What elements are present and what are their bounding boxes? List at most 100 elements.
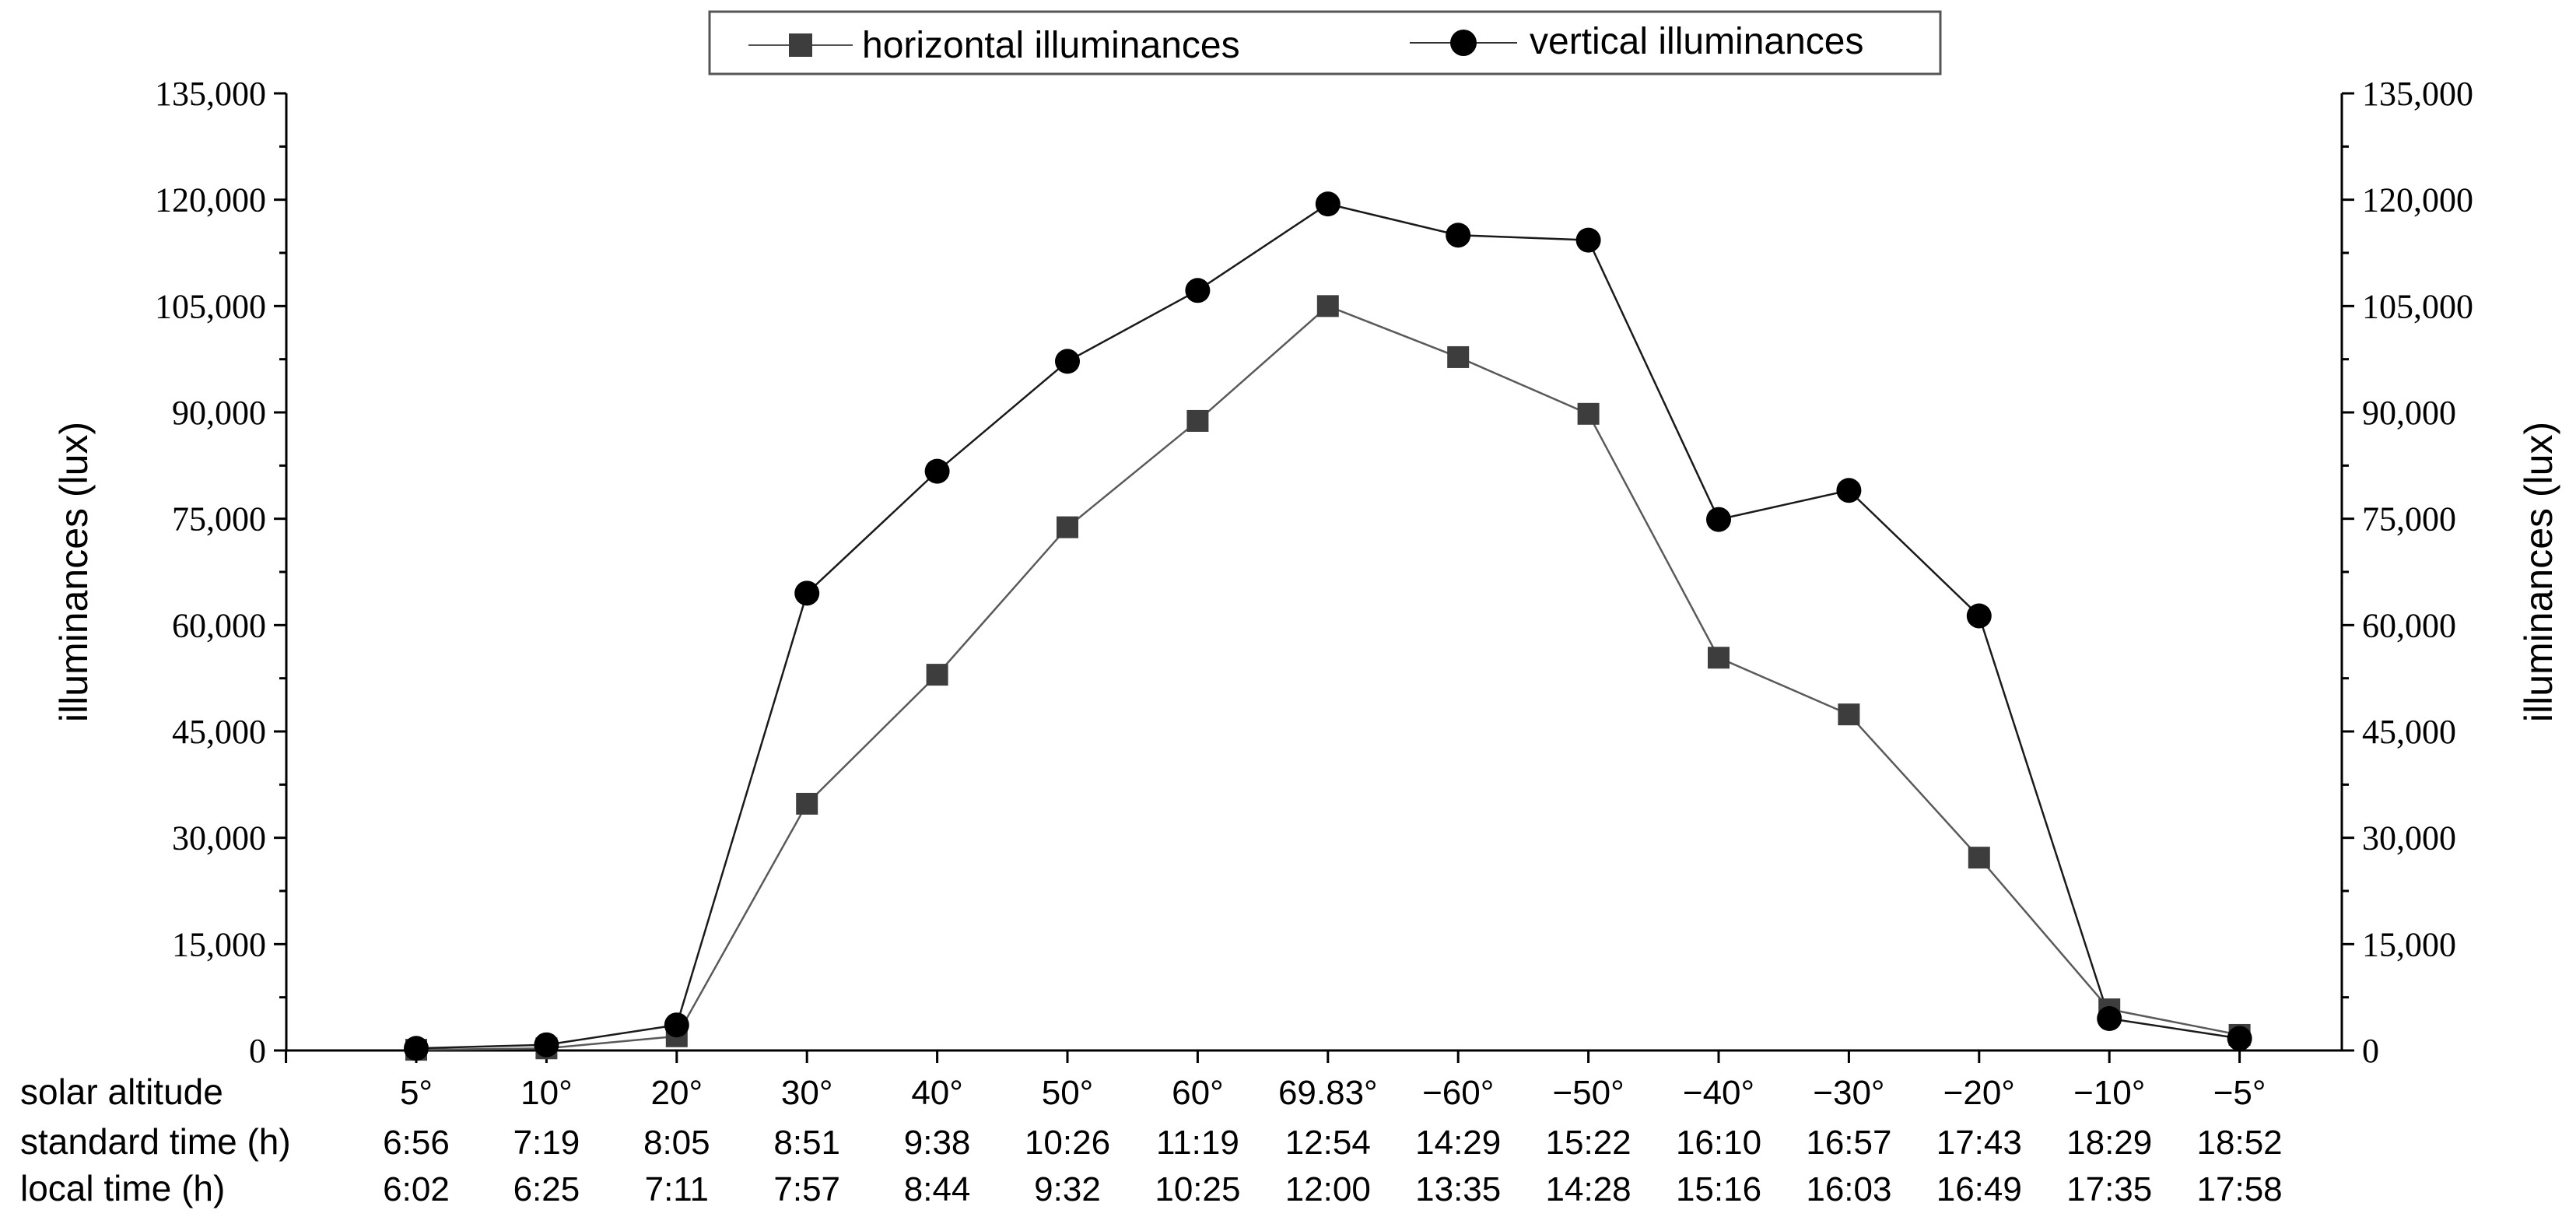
solar-altitude-value: −60° <box>1422 1074 1494 1112</box>
left-y-tick-label: 90,000 <box>172 394 266 432</box>
right-y-tick-label: 120,000 <box>2362 181 2473 219</box>
horizontal-illuminance-point <box>1577 402 1600 425</box>
standard-time-value: 16:57 <box>1806 1124 1891 1162</box>
standard-time-value: 14:29 <box>1415 1124 1501 1162</box>
solar-altitude-value: 20° <box>651 1074 703 1112</box>
right-y-tick-label: 45,000 <box>2362 713 2456 751</box>
right-y-axis-title: illuminances (lux) <box>2517 422 2560 722</box>
vertical-illuminance-point <box>1706 507 1731 532</box>
vertical-illuminance-point <box>534 1032 559 1057</box>
right-y-tick-label: 105,000 <box>2362 287 2473 325</box>
right-y-tick-label: 75,000 <box>2362 500 2456 538</box>
left-y-tick-label: 45,000 <box>172 713 266 751</box>
legend-entry-vertical: vertical illuminances <box>1410 21 1864 62</box>
local-time-value: 16:49 <box>1936 1170 2022 1208</box>
local-time-value: 7:57 <box>773 1170 840 1208</box>
local-time-value: 16:03 <box>1806 1170 1891 1208</box>
vertical-illuminance-point <box>1836 478 1862 503</box>
solar-altitude-value: −30° <box>1813 1074 1884 1112</box>
standard-time-value: 18:52 <box>2197 1124 2283 1162</box>
local-time-value: 6:02 <box>383 1170 450 1208</box>
vertical-illuminance-point <box>2227 1026 2252 1051</box>
standard-time-value: 8:05 <box>643 1124 710 1162</box>
horizontal-illuminance-point <box>1447 345 1470 368</box>
x-category-ticks <box>285 1050 2241 1063</box>
legend-vertical-label: vertical illuminances <box>1530 21 1864 62</box>
standard-time-value: 10:26 <box>1025 1124 1110 1162</box>
horizontal-illuminance-point <box>1186 409 1209 432</box>
horizontal-illuminance-point <box>796 792 818 815</box>
solar-altitude-value: 30° <box>781 1074 833 1112</box>
right-y-ticks: 0 15,000 30,000 45,000 60,000 75,000 90,000 105… <box>2342 75 2473 1070</box>
row-label-solar-altitude: solar altitude <box>20 1071 223 1112</box>
right-y-tick-label: 30,000 <box>2362 819 2456 857</box>
standard-time-value: 17:43 <box>1936 1124 2022 1162</box>
left-y-tick-label: 60,000 <box>172 606 266 644</box>
right-y-tick-label: 0 <box>2362 1032 2379 1070</box>
solar-altitude-value: −20° <box>1943 1074 2015 1112</box>
left-y-tick-label: 120,000 <box>155 181 266 219</box>
legend-entry-horizontal: horizontal illuminances <box>748 25 1240 66</box>
legend: horizontal illuminances vertical illumin… <box>708 10 1942 75</box>
right-y-tick-label: 135,000 <box>2362 75 2473 113</box>
local-time-value: 12:00 <box>1285 1170 1371 1208</box>
local-time-value: 8:44 <box>904 1170 971 1208</box>
standard-time-value: 18:29 <box>2066 1124 2152 1162</box>
horizontal-illuminance-point <box>1708 647 1730 669</box>
vertical-illuminance-point <box>2097 1006 2122 1031</box>
vertical-illuminance-point <box>664 1012 689 1038</box>
vertical-illuminance-point <box>1446 223 1471 248</box>
category-row-values: 5° 10° 20° 30° 40° 50° 60° 69.83° −60° −50° −40° −3… <box>383 1074 2282 1208</box>
local-time-value: 13:35 <box>1415 1170 1501 1208</box>
legend-box <box>708 10 1942 75</box>
right-y-tick-label: 90,000 <box>2362 394 2456 432</box>
legend-horizontal-label: horizontal illuminances <box>862 25 1240 66</box>
left-y-tick-label: 75,000 <box>172 500 266 538</box>
standard-time-value: 7:19 <box>513 1124 580 1162</box>
left-y-tick-label: 135,000 <box>155 75 266 113</box>
series-markers <box>404 191 2252 1061</box>
vertical-illuminance-point <box>1575 227 1601 253</box>
solar-altitude-value: 50° <box>1042 1074 1094 1112</box>
left-y-axis-title: illuminances (lux) <box>52 422 96 722</box>
local-time-value: 6:25 <box>513 1170 580 1208</box>
standard-time-value: 8:51 <box>773 1124 840 1162</box>
solar-altitude-value: 60° <box>1172 1074 1224 1112</box>
standard-time-value: 9:38 <box>904 1124 971 1162</box>
left-y-ticks: 0 15,000 30,000 45,000 60,000 75,000 90,000 105… <box>155 75 286 1070</box>
horizontal-illuminance-point <box>1316 295 1339 317</box>
vertical-illuminance-point <box>794 580 820 606</box>
solar-altitude-value: −50° <box>1552 1074 1624 1112</box>
right-y-tick-label: 15,000 <box>2362 925 2456 963</box>
vertical-illuminance-point <box>1055 349 1080 374</box>
local-time-value: 17:58 <box>2197 1170 2283 1208</box>
vertical-illuminance-point <box>404 1036 429 1061</box>
solar-altitude-value: −10° <box>2073 1074 2145 1112</box>
standard-time-value: 11:19 <box>1156 1124 1239 1162</box>
vertical-illuminance-point <box>924 458 950 484</box>
local-time-value: 9:32 <box>1034 1170 1101 1208</box>
legend-horizontal-square-marker <box>789 33 812 57</box>
standard-time-value: 15:22 <box>1546 1124 1631 1162</box>
right-y-tick-label: 60,000 <box>2362 606 2456 644</box>
standard-time-value: 12:54 <box>1285 1124 1371 1162</box>
horizontal-illuminance-point <box>926 664 948 686</box>
legend-vertical-circle-marker <box>1450 30 1477 56</box>
horizontal-illuminance-point <box>1968 847 1990 869</box>
horizontal-illuminance-point <box>1057 516 1078 538</box>
solar-altitude-value: 69.83° <box>1278 1074 1378 1112</box>
solar-altitude-value: 5° <box>400 1074 433 1112</box>
solar-altitude-value: −5° <box>2213 1074 2266 1112</box>
standard-time-value: 6:56 <box>383 1124 450 1162</box>
solar-altitude-value: 10° <box>520 1074 573 1112</box>
local-time-value: 7:11 <box>645 1170 709 1208</box>
vertical-illuminance-point <box>1966 603 1992 629</box>
left-y-tick-label: 15,000 <box>172 925 266 963</box>
solar-altitude-value: 40° <box>911 1074 963 1112</box>
local-time-value: 14:28 <box>1546 1170 1631 1208</box>
local-time-value: 15:16 <box>1676 1170 1761 1208</box>
row-label-standard-time: standard time (h) <box>20 1121 291 1162</box>
left-y-tick-label: 105,000 <box>155 287 266 325</box>
